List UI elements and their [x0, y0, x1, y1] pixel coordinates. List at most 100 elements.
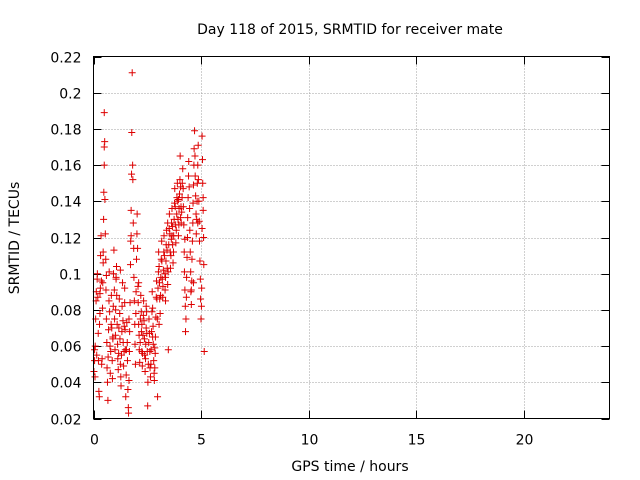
y-tick-label: 0.18	[50, 123, 81, 139]
data-point	[135, 279, 143, 287]
data-point	[199, 194, 207, 202]
data-point	[184, 194, 192, 202]
data-point	[109, 335, 117, 343]
data-point	[171, 199, 179, 207]
data-point	[133, 210, 141, 218]
data-point	[93, 270, 101, 278]
data-point	[152, 313, 160, 321]
data-point	[137, 328, 145, 336]
data-point	[121, 284, 129, 292]
data-point	[200, 261, 208, 269]
data-point	[117, 351, 125, 359]
data-point	[125, 376, 133, 384]
data-point	[183, 273, 191, 281]
y-tick-label: 0.12	[50, 232, 81, 248]
data-point	[118, 328, 126, 336]
data-point	[149, 340, 157, 348]
data-point	[187, 300, 195, 308]
chart-title: Day 118 of 2015, SRMTID for receiver mat…	[197, 22, 503, 38]
data-point	[129, 176, 137, 184]
data-point	[164, 346, 172, 354]
data-point	[139, 331, 147, 339]
y-axis-label: SRMTID / TECUs	[7, 182, 23, 295]
data-point	[99, 279, 107, 287]
data-point	[174, 197, 182, 205]
data-point	[111, 315, 119, 323]
data-point	[129, 219, 137, 227]
data-point	[100, 109, 108, 117]
data-point	[166, 264, 174, 272]
data-point	[154, 284, 162, 292]
y-tick-label: 0.04	[50, 376, 81, 392]
x-tick-label: 15	[408, 433, 426, 449]
data-point	[200, 348, 208, 356]
y-tick-label: 0.06	[50, 340, 81, 356]
data-point	[102, 315, 110, 323]
data-point	[102, 286, 110, 294]
data-point	[147, 360, 155, 368]
data-point	[185, 183, 193, 191]
data-point	[120, 322, 128, 330]
data-point	[159, 293, 167, 301]
data-point	[187, 268, 195, 276]
data-point	[136, 338, 144, 346]
data-point	[159, 282, 167, 290]
x-tick-label: 0	[90, 433, 99, 449]
data-point	[168, 223, 176, 231]
data-point	[197, 315, 205, 323]
axis-ticks: 0.02 0.04 0.06 0.08 0.1 0.12 0.14 0.16 0.18 0.2 0.…	[50, 51, 610, 449]
data-point	[114, 366, 122, 374]
data-point	[133, 255, 140, 263]
data-point	[199, 156, 207, 164]
data-point	[116, 266, 124, 274]
data-point	[162, 273, 170, 281]
data-point	[102, 255, 110, 263]
data-point	[141, 367, 149, 375]
data-point	[110, 286, 118, 294]
data-point	[184, 214, 192, 222]
data-point	[144, 378, 152, 386]
data-point	[122, 371, 130, 379]
data-point	[125, 315, 133, 323]
data-point	[100, 161, 108, 169]
data-point	[116, 335, 124, 343]
data-point	[93, 351, 101, 359]
data-point	[106, 369, 114, 377]
data-point	[130, 297, 138, 305]
data-point	[199, 179, 207, 187]
data-point	[172, 239, 180, 247]
data-point	[183, 253, 191, 261]
data-point	[194, 141, 202, 149]
data-point	[134, 282, 142, 290]
data-point	[199, 206, 207, 214]
data-point	[112, 306, 120, 314]
data-point	[128, 129, 136, 137]
data-point	[130, 273, 138, 281]
data-point	[95, 393, 103, 401]
data-points	[90, 69, 208, 417]
data-point	[142, 302, 150, 310]
data-point	[124, 386, 132, 394]
data-point	[110, 246, 118, 254]
data-point	[182, 328, 190, 336]
data-point	[123, 338, 131, 346]
data-point	[98, 355, 106, 363]
data-point	[113, 262, 121, 270]
data-point	[192, 192, 200, 200]
x-tick-label: 20	[516, 433, 534, 449]
data-point	[150, 376, 158, 384]
data-point	[153, 315, 161, 323]
y-tick-label: 0.02	[50, 413, 81, 429]
data-point	[126, 328, 134, 336]
data-point	[138, 362, 146, 370]
data-point	[101, 195, 109, 203]
data-point	[99, 259, 107, 267]
data-point	[140, 297, 148, 305]
data-point	[154, 268, 162, 276]
data-point	[192, 230, 200, 238]
data-point	[167, 252, 175, 260]
data-point	[142, 355, 150, 363]
data-point	[181, 286, 189, 294]
